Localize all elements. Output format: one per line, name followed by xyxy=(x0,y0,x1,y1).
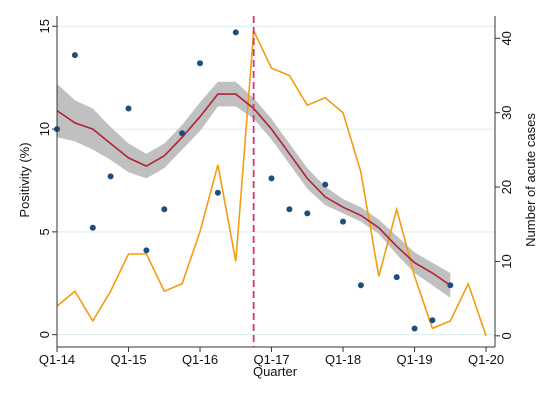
axes xyxy=(52,16,500,352)
tick-labels-layer: 0 5 10 15 0 10 20 30 40 Q1-14 Q1-15 Q1-16 Q1-17 Q1-18… xyxy=(37,19,514,367)
data-point xyxy=(89,224,96,231)
x-tick-label: Q1-19 xyxy=(396,352,432,367)
acute-cases-line-layer xyxy=(56,27,487,337)
y-left-tick-label: 0 xyxy=(37,331,52,338)
data-point xyxy=(304,210,311,217)
x-axis-title: Quarter xyxy=(253,364,298,379)
x-tick-label: Q1-17 xyxy=(253,352,289,367)
data-point xyxy=(107,173,114,180)
plot-area xyxy=(57,16,495,347)
y-right-tick-label: 40 xyxy=(499,31,514,45)
data-point xyxy=(340,218,346,225)
data-point xyxy=(393,274,400,281)
y-axis-left-title: Positivity (%) xyxy=(17,142,32,217)
y-right-tick-label: 0 xyxy=(499,332,514,339)
plot-background xyxy=(57,16,495,347)
y-left-tick-label: 15 xyxy=(37,19,52,33)
data-point xyxy=(179,130,186,137)
y-right-tick-label: 10 xyxy=(499,254,514,268)
y-left-tick-label: 5 xyxy=(37,228,52,235)
x-tick-label: Q1-20 xyxy=(468,352,504,367)
data-point xyxy=(232,29,239,36)
data-point xyxy=(447,282,454,289)
x-tick-label: Q1-14 xyxy=(39,352,75,367)
y-axis-right-title: Number of acute cases xyxy=(523,113,538,247)
x-tick-label: Q1-16 xyxy=(182,352,218,367)
x-tick-label: Q1-15 xyxy=(110,352,146,367)
data-point xyxy=(357,282,364,289)
data-point xyxy=(125,105,132,112)
data-point xyxy=(161,206,168,213)
y-right-tick-label: 30 xyxy=(499,105,514,119)
y-right-tick-label: 20 xyxy=(499,180,514,194)
acute-cases-line xyxy=(56,27,487,337)
data-point xyxy=(197,60,203,67)
data-point xyxy=(143,247,150,254)
data-point xyxy=(268,175,275,182)
data-point xyxy=(286,206,293,213)
data-point xyxy=(214,189,221,196)
data-point xyxy=(71,52,78,59)
data-point xyxy=(322,181,329,188)
x-tick-label: Q1-18 xyxy=(325,352,361,367)
y-left-tick-label: 10 xyxy=(37,122,52,136)
data-point xyxy=(429,317,436,324)
data-point xyxy=(411,325,418,332)
positivity-points-layer xyxy=(54,29,454,332)
